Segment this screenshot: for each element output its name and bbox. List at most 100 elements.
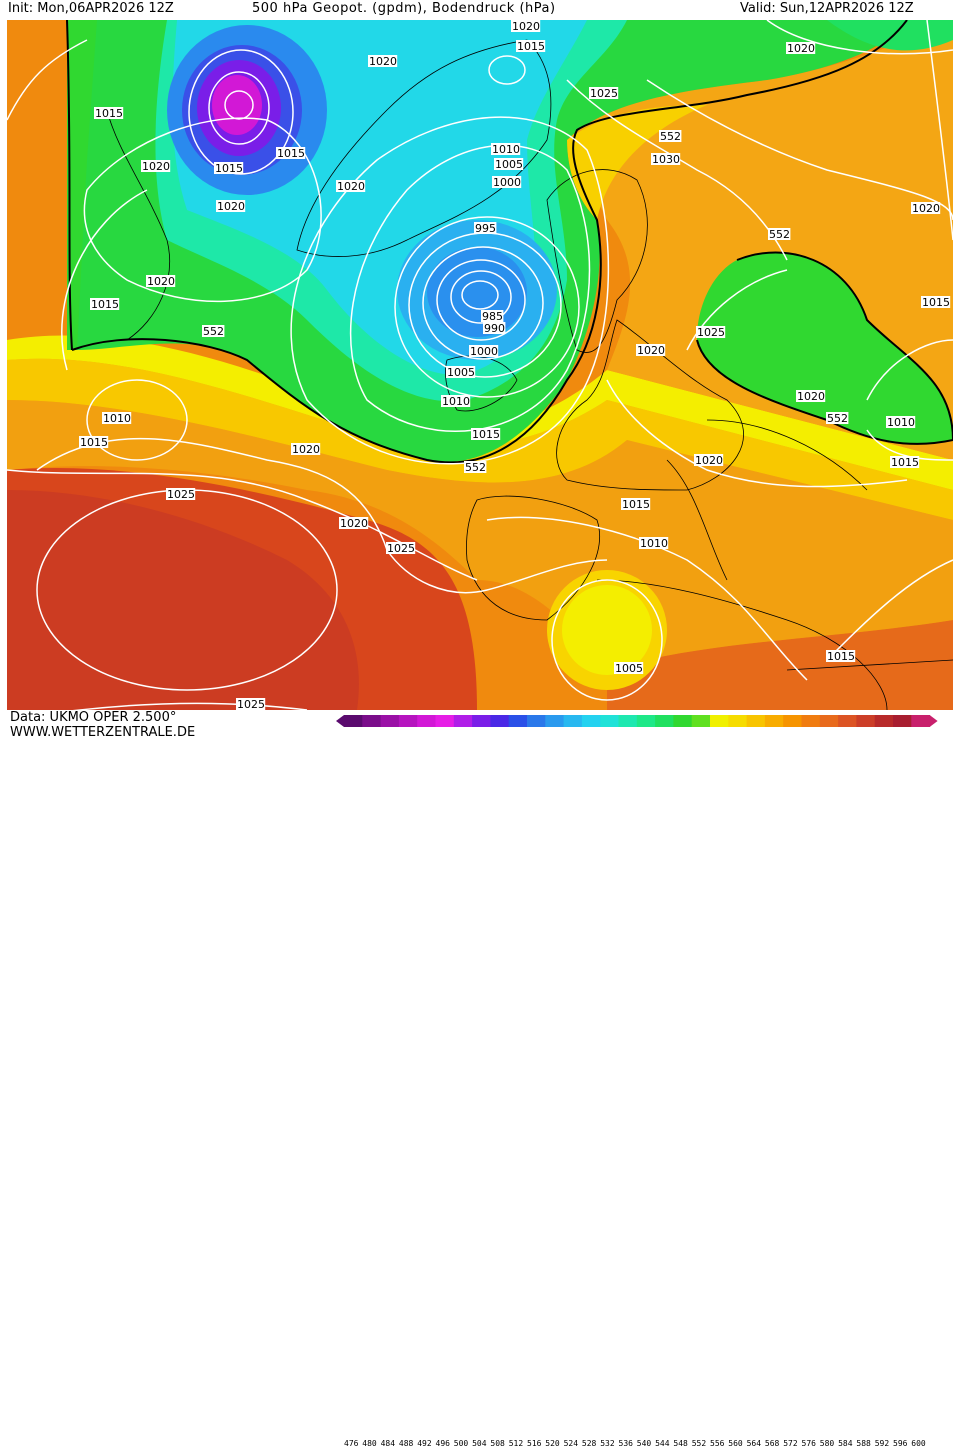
- header: Init: Mon,06APR2026 12Z 500 hPa Geopot. …: [0, 0, 959, 20]
- colorbar-swatch: [673, 715, 693, 727]
- weather-map: 1015 1020 1015 1020 1020 1015 1020 1015 1020 1025…: [7, 20, 953, 710]
- colorbar-swatch: [911, 715, 931, 727]
- band-576: [7, 400, 953, 670]
- colorbar-swatch: [783, 715, 802, 727]
- band-ne-yellow: [567, 105, 707, 220]
- isobar-label: 1020: [142, 160, 170, 173]
- colorbar-tick-label: 556: [710, 1439, 725, 1448]
- colorbar-swatch: [508, 715, 528, 727]
- isobar-label-bg: [694, 454, 724, 466]
- isobar-label: 1020: [292, 443, 320, 456]
- isobar-label: 1015: [622, 498, 650, 511]
- isobar-label-bg: [636, 344, 666, 356]
- colorbar-tick-label: 548: [673, 1439, 688, 1448]
- colorbar-swatch: [636, 715, 656, 727]
- colorbar-swatch: [691, 715, 711, 727]
- isobar-label: 1025: [387, 542, 415, 555]
- contour-552-west: [66, 20, 73, 351]
- isobar-label: 1020: [340, 517, 368, 530]
- colorbar-swatch: [398, 715, 418, 727]
- isobar-label: 1020: [695, 454, 723, 467]
- isobar-label: 985: [482, 310, 503, 323]
- colorbar-tick-label: 528: [581, 1439, 597, 1448]
- colorbar-tick-label: 564: [746, 1439, 762, 1448]
- isobar-label-bg: [291, 443, 321, 455]
- colorbar-swatch: [600, 715, 619, 727]
- isobar-label: 1015: [891, 456, 919, 469]
- colorbar-tick-label: 532: [600, 1439, 615, 1448]
- isobar-label-bg: [511, 20, 541, 32]
- isobar-label-bg: [886, 416, 916, 428]
- isobar-label: 1015: [827, 650, 855, 663]
- colorbar-tick-label: 592: [874, 1439, 890, 1448]
- colorbar: [336, 715, 938, 727]
- isobar-label-bg: [796, 390, 826, 402]
- isobar-label: 1015: [517, 40, 545, 53]
- isobar-label-bg: [202, 325, 225, 337]
- colorbar-swatch: [874, 715, 894, 727]
- isobar-label: 1020: [217, 200, 245, 213]
- gl-low-4: [212, 75, 262, 135]
- isobar-label-bg: [589, 87, 619, 99]
- colorbar-swatch: [838, 715, 857, 727]
- colorbar-tick-label: 512: [508, 1439, 524, 1448]
- colorbar-tick-label: 536: [618, 1439, 633, 1448]
- map-title: 500 hPa Geopot. (gpdm), Bodendruck (hPa): [252, 1, 556, 16]
- isobar-label: 1010: [103, 412, 131, 425]
- colorbar-arrow-right: [929, 715, 938, 727]
- colorbar-swatch: [380, 715, 400, 727]
- colorbar-tick-label: 524: [563, 1439, 579, 1448]
- isobar-label-bg: [214, 162, 244, 174]
- colorbar-tick-label: 572: [783, 1439, 798, 1448]
- colorbar-tick-label: 596: [893, 1439, 908, 1448]
- med-yellow-inner: [562, 585, 652, 675]
- isobar-label-bg: [471, 428, 501, 440]
- isobar-label: 1025: [590, 87, 618, 100]
- colorbar-tick-label: 496: [435, 1439, 450, 1448]
- colorbar-swatch: [618, 715, 638, 727]
- colorbar-tick-label: 476: [344, 1439, 359, 1448]
- cutoff-green: [697, 252, 953, 444]
- isobar-label-bg: [614, 662, 644, 674]
- isobar-label: 1015: [277, 147, 305, 160]
- isobar-label: 1005: [495, 158, 523, 171]
- isobar-label: 995: [475, 222, 496, 235]
- isobar-label: 1020: [797, 390, 825, 403]
- band-556: [7, 335, 953, 490]
- band-564: [7, 358, 953, 520]
- isobar-label: 1020: [369, 55, 397, 68]
- isobar-label-bg: [166, 488, 196, 500]
- isobar-label-bg: [911, 202, 941, 214]
- isobar-label: 1020: [337, 180, 365, 193]
- isobar-label-bg: [464, 461, 487, 473]
- isobar-label: 1000: [470, 345, 498, 358]
- isobar-label-bg: [768, 228, 791, 240]
- isobar-label-bg: [659, 130, 682, 142]
- isobar-label: 1010: [492, 143, 520, 156]
- isobar-label-bg: [890, 456, 920, 468]
- isobar-label-group: 1015 1020 1015 1020 1020 1015 1020 1015 1020 1025…: [79, 20, 951, 710]
- colorbar-swatch: [563, 715, 583, 727]
- colorbar-swatch: [435, 715, 455, 727]
- isobar-label-bg: [339, 517, 369, 529]
- colorbar-swatch: [856, 715, 876, 727]
- isobar-label: 1030: [652, 153, 680, 166]
- isobar-label-bg: [483, 322, 506, 334]
- colorbar-tick-label: 560: [728, 1439, 743, 1448]
- isobar-label: 1005: [447, 366, 475, 379]
- contour-label-552: 552: [769, 228, 790, 241]
- colorbar-swatch: [746, 715, 766, 727]
- valid-time: Valid: Sun,12APR2026 12Z: [740, 1, 914, 16]
- colorbar-tick-label: 580: [819, 1439, 835, 1448]
- isobar-label-bg: [386, 542, 416, 554]
- isobar-label-bg: [516, 40, 546, 52]
- isobar-label: 1010: [442, 395, 470, 408]
- colorbar-swatch: [893, 715, 912, 727]
- isobar-label-bg: [921, 296, 951, 308]
- isobar-label: 1015: [91, 298, 119, 311]
- isobar-label-bg: [441, 395, 471, 407]
- colorbar-swatch: [453, 715, 473, 727]
- isobar-label: 1015: [472, 428, 500, 441]
- colorbar-swatch: [417, 715, 436, 727]
- isobar-label: 990: [484, 322, 505, 335]
